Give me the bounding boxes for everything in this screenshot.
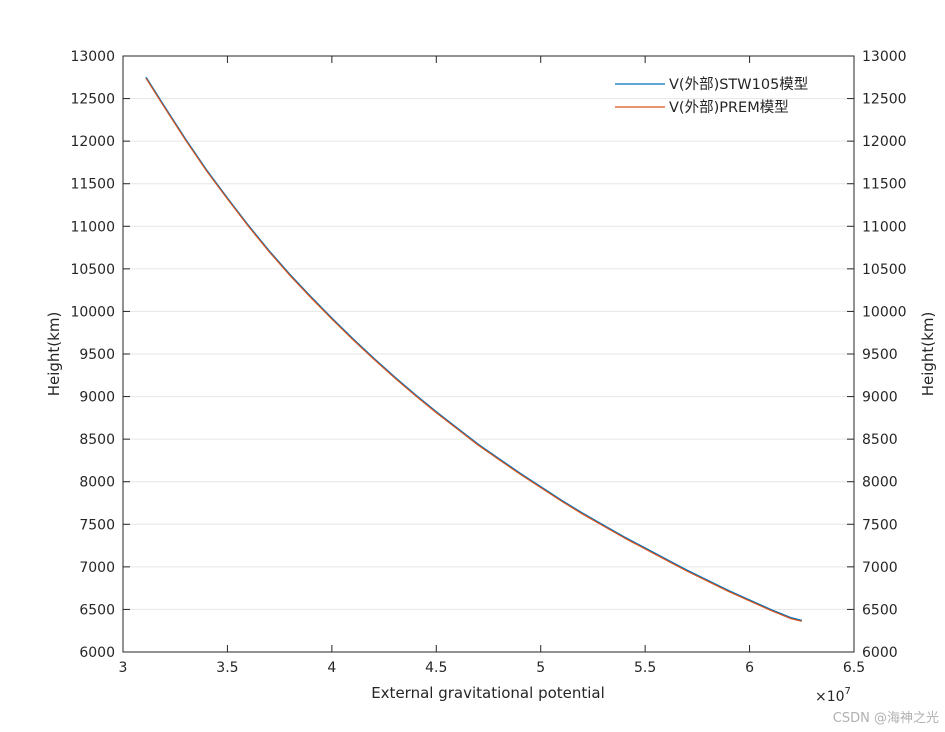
tick-marks bbox=[122, 55, 855, 653]
y-tick-label-left: 10500 bbox=[70, 262, 115, 278]
y-tick-label-left: 8500 bbox=[79, 432, 115, 448]
y-tick-label-right: 8000 bbox=[862, 475, 898, 491]
y-tick-label-left: 7500 bbox=[79, 517, 115, 533]
legend: V(外部)STW105模型 V(外部)PREM模型 bbox=[615, 76, 808, 116]
x-exponent-label: ×107 bbox=[815, 686, 851, 705]
y-tick-label-left: 11000 bbox=[70, 219, 115, 235]
y-tick-label-right: 10500 bbox=[862, 262, 907, 278]
y-tick-label-right: 9500 bbox=[862, 347, 898, 363]
y-tick-label-right: 11000 bbox=[862, 219, 907, 235]
tick-labels: 6000 6000 6500 6500 7000 7000 7500 7500 8000 8000… bbox=[70, 49, 906, 676]
y-tick-label-right: 10000 bbox=[862, 304, 907, 320]
legend-label-prem: V(外部)PREM模型 bbox=[669, 99, 789, 116]
y-tick-label-left: 11500 bbox=[70, 177, 115, 193]
y-tick-label-right: 7500 bbox=[862, 517, 898, 533]
grid-lines bbox=[123, 98, 854, 610]
y-tick-label-right: 12500 bbox=[862, 92, 907, 108]
series-line-prem bbox=[145, 77, 802, 622]
series-lines bbox=[145, 76, 802, 622]
y-tick-label-right: 6500 bbox=[862, 602, 898, 618]
x-tick-label: 3.5 bbox=[216, 660, 238, 676]
y-tick-label-left: 6500 bbox=[79, 602, 115, 618]
y-tick-label-left: 12000 bbox=[70, 134, 115, 150]
x-tick-label: 5 bbox=[536, 660, 545, 676]
y-tick-label-left: 13000 bbox=[70, 49, 115, 65]
x-exponent-power: 7 bbox=[845, 686, 851, 697]
y-axis-label: Height(km) bbox=[45, 312, 63, 397]
legend-label-stw105: V(外部)STW105模型 bbox=[669, 76, 808, 93]
y-tick-label-right: 9000 bbox=[862, 390, 898, 406]
y-tick-label-left: 9500 bbox=[79, 347, 115, 363]
watermark: CSDN @海神之光 bbox=[833, 711, 939, 726]
y-tick-label-left: 12500 bbox=[70, 92, 115, 108]
x-tick-label: 6.5 bbox=[843, 660, 865, 676]
x-tick-label: 3 bbox=[119, 660, 128, 676]
x-tick-label: 4 bbox=[327, 660, 336, 676]
x-tick-label: 5.5 bbox=[634, 660, 656, 676]
y-tick-label-right: 8500 bbox=[862, 432, 898, 448]
y-tick-label-left: 9000 bbox=[79, 390, 115, 406]
y-tick-label-right: 11500 bbox=[862, 177, 907, 193]
x-tick-label: 6 bbox=[745, 660, 754, 676]
y-tick-label-right: 6000 bbox=[862, 645, 898, 661]
y-tick-label-left: 10000 bbox=[70, 304, 115, 320]
y-axis-label-right: Height(km) bbox=[919, 312, 937, 397]
y-tick-label-left: 7000 bbox=[79, 560, 115, 576]
x-tick-label: 4.5 bbox=[425, 660, 447, 676]
y-tick-label-right: 13000 bbox=[862, 49, 907, 65]
x-axis-label: External gravitational potential bbox=[371, 684, 605, 702]
y-tick-label-left: 8000 bbox=[79, 475, 115, 491]
x-exponent-base: ×10 bbox=[815, 689, 845, 705]
y-tick-label-left: 6000 bbox=[79, 645, 115, 661]
y-tick-label-right: 12000 bbox=[862, 134, 907, 150]
y-tick-label-right: 7000 bbox=[862, 560, 898, 576]
